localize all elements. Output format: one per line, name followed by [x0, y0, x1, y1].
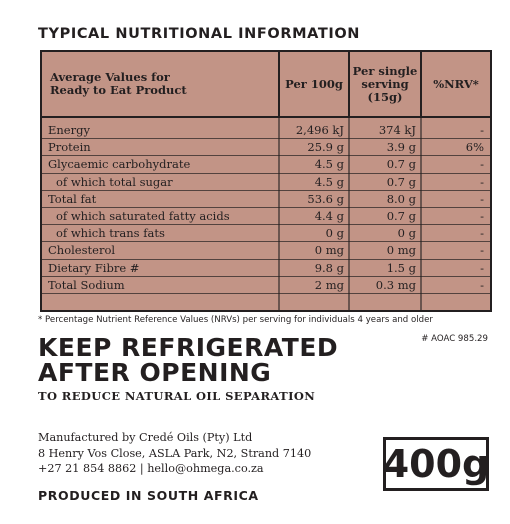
table-row: Protein 25.9 g 3.9 g 6% — [42, 139, 490, 157]
nutrient-rows: Energy 2,496 kJ 374 kJ - Protein 25.9 g 3.9 g 6… — [42, 122, 490, 294]
origin-label: PRODUCED IN SOUTH AFRICA — [38, 488, 259, 503]
manufacturer-info: Manufactured by Credé Oils (Pty) Ltd 8 H… — [38, 430, 311, 477]
table-row: Total Sodium 2 mg 0.3 mg - — [42, 277, 490, 294]
nutrient-label: Energy — [48, 123, 90, 137]
value-per-serving: 3.9 g — [386, 140, 416, 155]
header-average-values: Average Values for Ready to Eat Product — [42, 52, 280, 116]
nutrient-label: Total fat — [48, 191, 97, 206]
value-per-100g: 53.6 g — [307, 191, 344, 206]
storage-warning-line1: KEEP REFRIGERATED — [38, 333, 339, 362]
value-per-100g: 0 g — [325, 226, 344, 241]
table-row: Dietary Fibre # 9.8 g 1.5 g - — [42, 260, 490, 277]
row-divider — [42, 172, 490, 174]
row-divider — [42, 258, 490, 260]
nutrient-label: Cholesterol — [48, 243, 116, 258]
header-serving-line2: serving — [361, 76, 409, 91]
table-row: of which trans fats 0 g 0 g - — [42, 225, 490, 243]
column-divider — [348, 118, 350, 310]
nrv-footnote: * Percentage Nutrient Reference Values (… — [38, 315, 433, 325]
row-divider — [42, 275, 490, 277]
row-divider — [42, 155, 490, 157]
row-divider — [42, 241, 490, 243]
manufacturer-name: Manufactured by Credé Oils (Pty) Ltd — [38, 431, 253, 444]
row-divider — [42, 138, 490, 140]
value-per-serving: 8.0 g — [386, 191, 416, 206]
value-per-serving: 0.7 g — [386, 174, 416, 189]
value-nrv: - — [480, 174, 484, 189]
aoac-note: # AOAC 985.29 — [421, 334, 488, 344]
value-nrv: - — [480, 123, 484, 137]
nutrient-label: of which total sugar — [56, 174, 173, 189]
nutrition-table: Average Values for Ready to Eat Product … — [40, 50, 492, 312]
manufacturer-address: 8 Henry Vos Close, ASLA Park, N2, Strand… — [38, 446, 312, 460]
nutrient-label: Glycaemic carbohydrate — [48, 157, 191, 172]
value-per-100g: 4.5 g — [314, 157, 344, 172]
table-row: Total fat 53.6 g 8.0 g - — [42, 191, 490, 208]
header-nrv: %NRV* — [433, 76, 479, 91]
value-per-100g: 2 mg — [314, 277, 344, 292]
value-per-100g: 4.4 g — [314, 208, 344, 223]
nutrient-label: Protein — [48, 140, 91, 155]
column-divider — [420, 118, 422, 310]
net-weight-badge: 400g — [383, 437, 489, 491]
storage-warning-line2: AFTER OPENING — [38, 358, 272, 387]
row-divider — [42, 292, 490, 294]
table-row: of which saturated fatty acids 4.4 g 0.7 g… — [42, 208, 490, 226]
header-average-line1: Average Values for — [50, 70, 170, 84]
table-row: Glycaemic carbohydrate 4.5 g 0.7 g - — [42, 156, 490, 174]
value-nrv: 6% — [465, 140, 484, 155]
column-divider — [278, 118, 280, 310]
header-serving-line1: Per single — [352, 63, 418, 78]
value-per-serving: 0 g — [397, 226, 416, 241]
table-row: Cholesterol 0 mg 0 mg - — [42, 242, 490, 260]
header-serving-line3: (15g) — [367, 89, 403, 104]
value-per-serving: 374 kJ — [378, 123, 416, 137]
header-divider — [42, 116, 490, 118]
value-nrv: - — [480, 243, 484, 258]
value-per-serving: 0.7 g — [386, 157, 416, 172]
value-per-serving: 1.5 g — [386, 260, 416, 275]
storage-warning: KEEP REFRIGERATED AFTER OPENING — [38, 335, 338, 385]
value-per-serving: 0 mg — [386, 243, 416, 258]
value-per-100g: 25.9 g — [307, 140, 344, 155]
nutrient-label: Total Sodium — [48, 277, 125, 292]
value-nrv: - — [480, 157, 484, 172]
value-per-serving: 0.3 mg — [375, 277, 416, 292]
header-average-line2: Ready to Eat Product — [50, 83, 187, 97]
header-per-100g: Per 100g — [280, 52, 350, 116]
header-per-serving: Per single serving (15g) — [350, 52, 422, 116]
value-nrv: - — [480, 277, 484, 292]
nutrient-label: of which saturated fatty acids — [56, 208, 230, 223]
storage-reason: TO REDUCE NATURAL OIL SEPARATION — [38, 389, 316, 403]
value-nrv: - — [480, 208, 484, 223]
nutrient-label: of which trans fats — [56, 226, 165, 241]
value-nrv: - — [480, 226, 484, 241]
table-row: of which total sugar 4.5 g 0.7 g - — [42, 174, 490, 191]
manufacturer-contact: +27 21 854 8862 | hello@ohmega.co.za — [38, 462, 264, 475]
value-per-100g: 0 mg — [314, 243, 344, 258]
nutrient-label: Dietary Fibre # — [48, 260, 140, 275]
section-title: TYPICAL NUTRITIONAL INFORMATION — [38, 26, 360, 42]
row-divider — [42, 224, 490, 226]
row-divider — [42, 189, 490, 191]
value-per-100g: 9.8 g — [314, 260, 344, 275]
value-nrv: - — [480, 191, 484, 206]
table-row: Energy 2,496 kJ 374 kJ - — [42, 122, 490, 140]
row-divider — [42, 206, 490, 208]
value-per-serving: 0.7 g — [386, 208, 416, 223]
value-per-100g: 4.5 g — [314, 174, 344, 189]
value-nrv: - — [480, 260, 484, 275]
value-per-100g: 2,496 kJ — [295, 123, 344, 137]
